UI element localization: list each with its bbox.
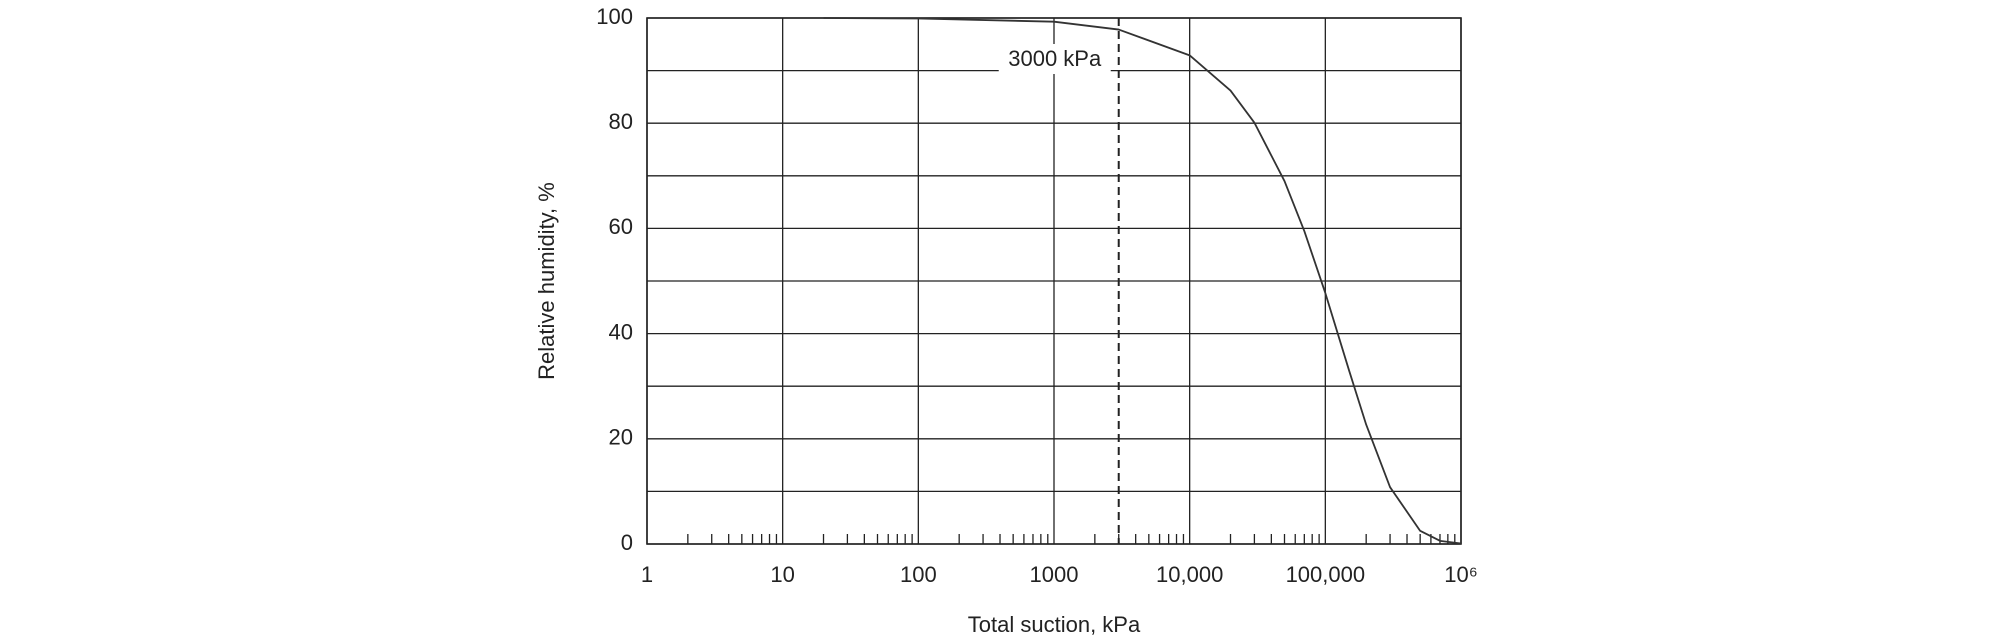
x-tick-label: 10⁶ bbox=[1444, 562, 1478, 587]
y-tick-label: 40 bbox=[609, 319, 633, 344]
x-tick-label: 100 bbox=[900, 562, 937, 587]
y-tick-label: 60 bbox=[609, 214, 633, 239]
annotation-text: 3000 kPa bbox=[1008, 46, 1102, 71]
y-tick-label: 80 bbox=[609, 109, 633, 134]
x-tick-label: 10,000 bbox=[1156, 562, 1223, 587]
annotation-bg bbox=[998, 44, 1111, 74]
x-axis-title: Total suction, kPa bbox=[968, 612, 1141, 637]
x-tick-label: 1 bbox=[641, 562, 653, 587]
x-tick-label: 100,000 bbox=[1286, 562, 1366, 587]
x-tick-label: 1000 bbox=[1030, 562, 1079, 587]
y-axis-title: Relative humidity, % bbox=[534, 182, 559, 380]
x-tick-label: 10 bbox=[770, 562, 794, 587]
plot-frame bbox=[646, 17, 1462, 545]
y-tick-label: 0 bbox=[621, 530, 633, 555]
y-tick-label: 20 bbox=[609, 425, 633, 450]
y-tick-label: 100 bbox=[596, 4, 633, 29]
data-line bbox=[823, 17, 1462, 545]
